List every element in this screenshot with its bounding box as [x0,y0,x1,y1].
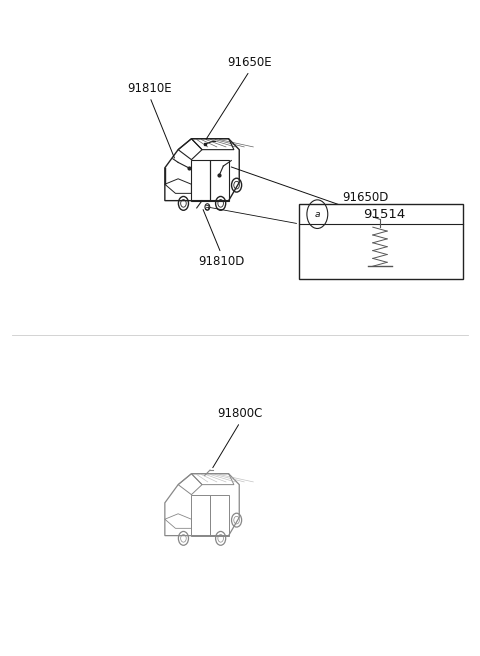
Text: a: a [205,203,210,211]
Text: 91650D: 91650D [342,192,388,205]
Text: 91650E: 91650E [227,56,272,69]
Text: 91514: 91514 [363,208,406,220]
Text: 91810E: 91810E [128,82,172,95]
FancyBboxPatch shape [300,205,463,279]
Text: a: a [314,210,320,218]
Text: 91810D: 91810D [198,255,244,268]
Text: 91800C: 91800C [217,407,263,420]
